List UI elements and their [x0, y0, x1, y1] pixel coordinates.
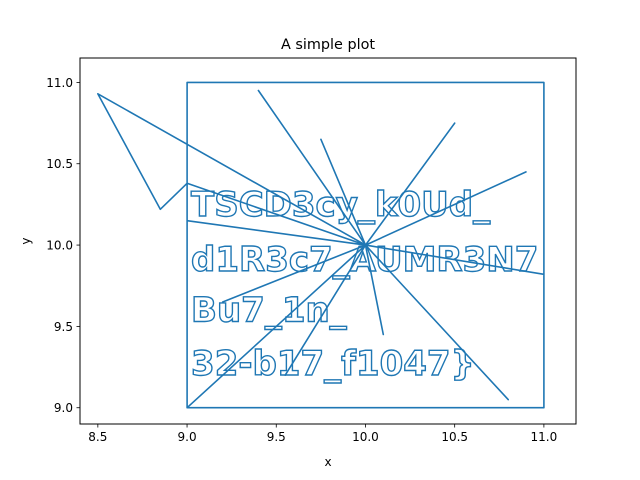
chart-title: A simple plot	[281, 37, 375, 53]
axes-frame	[79, 57, 577, 425]
y-tick-label: 11.0	[46, 76, 73, 90]
text-annotation: TSCD3cy_k0Ud_	[191, 185, 490, 225]
x-tick-label: 9.0	[178, 430, 197, 444]
y-axis: 9.0 9.5 10.0 10.5 11.0	[46, 76, 80, 415]
series-line	[97, 81, 545, 409]
x-axis: 8.5 9.0 9.5 10.0 10.5 11.0	[88, 424, 557, 444]
x-tick-label: 8.5	[88, 430, 107, 444]
y-tick-label: 9.0	[54, 401, 73, 415]
text-annotation: Bu7_1n_	[191, 291, 347, 331]
text-annotation: d1R3c7_AUMR3N7	[191, 240, 538, 280]
y-tick-label: 10.0	[46, 239, 73, 253]
y-axis-label: y	[19, 237, 33, 244]
x-tick-label: 10.5	[441, 430, 468, 444]
x-tick-label: 10.0	[352, 430, 379, 444]
y-tick-label: 10.5	[46, 157, 73, 171]
x-tick-label: 9.5	[267, 430, 286, 444]
plot-area: TSCD3cy_k0Ud_ d1R3c7_AUMR3N7 Bu7_1n_ 32-b17…	[97, 81, 545, 409]
x-axis-label: x	[324, 455, 331, 469]
text-annotation: 32-b17_f1047}	[191, 344, 475, 384]
y-tick-label: 9.5	[54, 320, 73, 334]
x-tick-label: 11.0	[531, 430, 558, 444]
